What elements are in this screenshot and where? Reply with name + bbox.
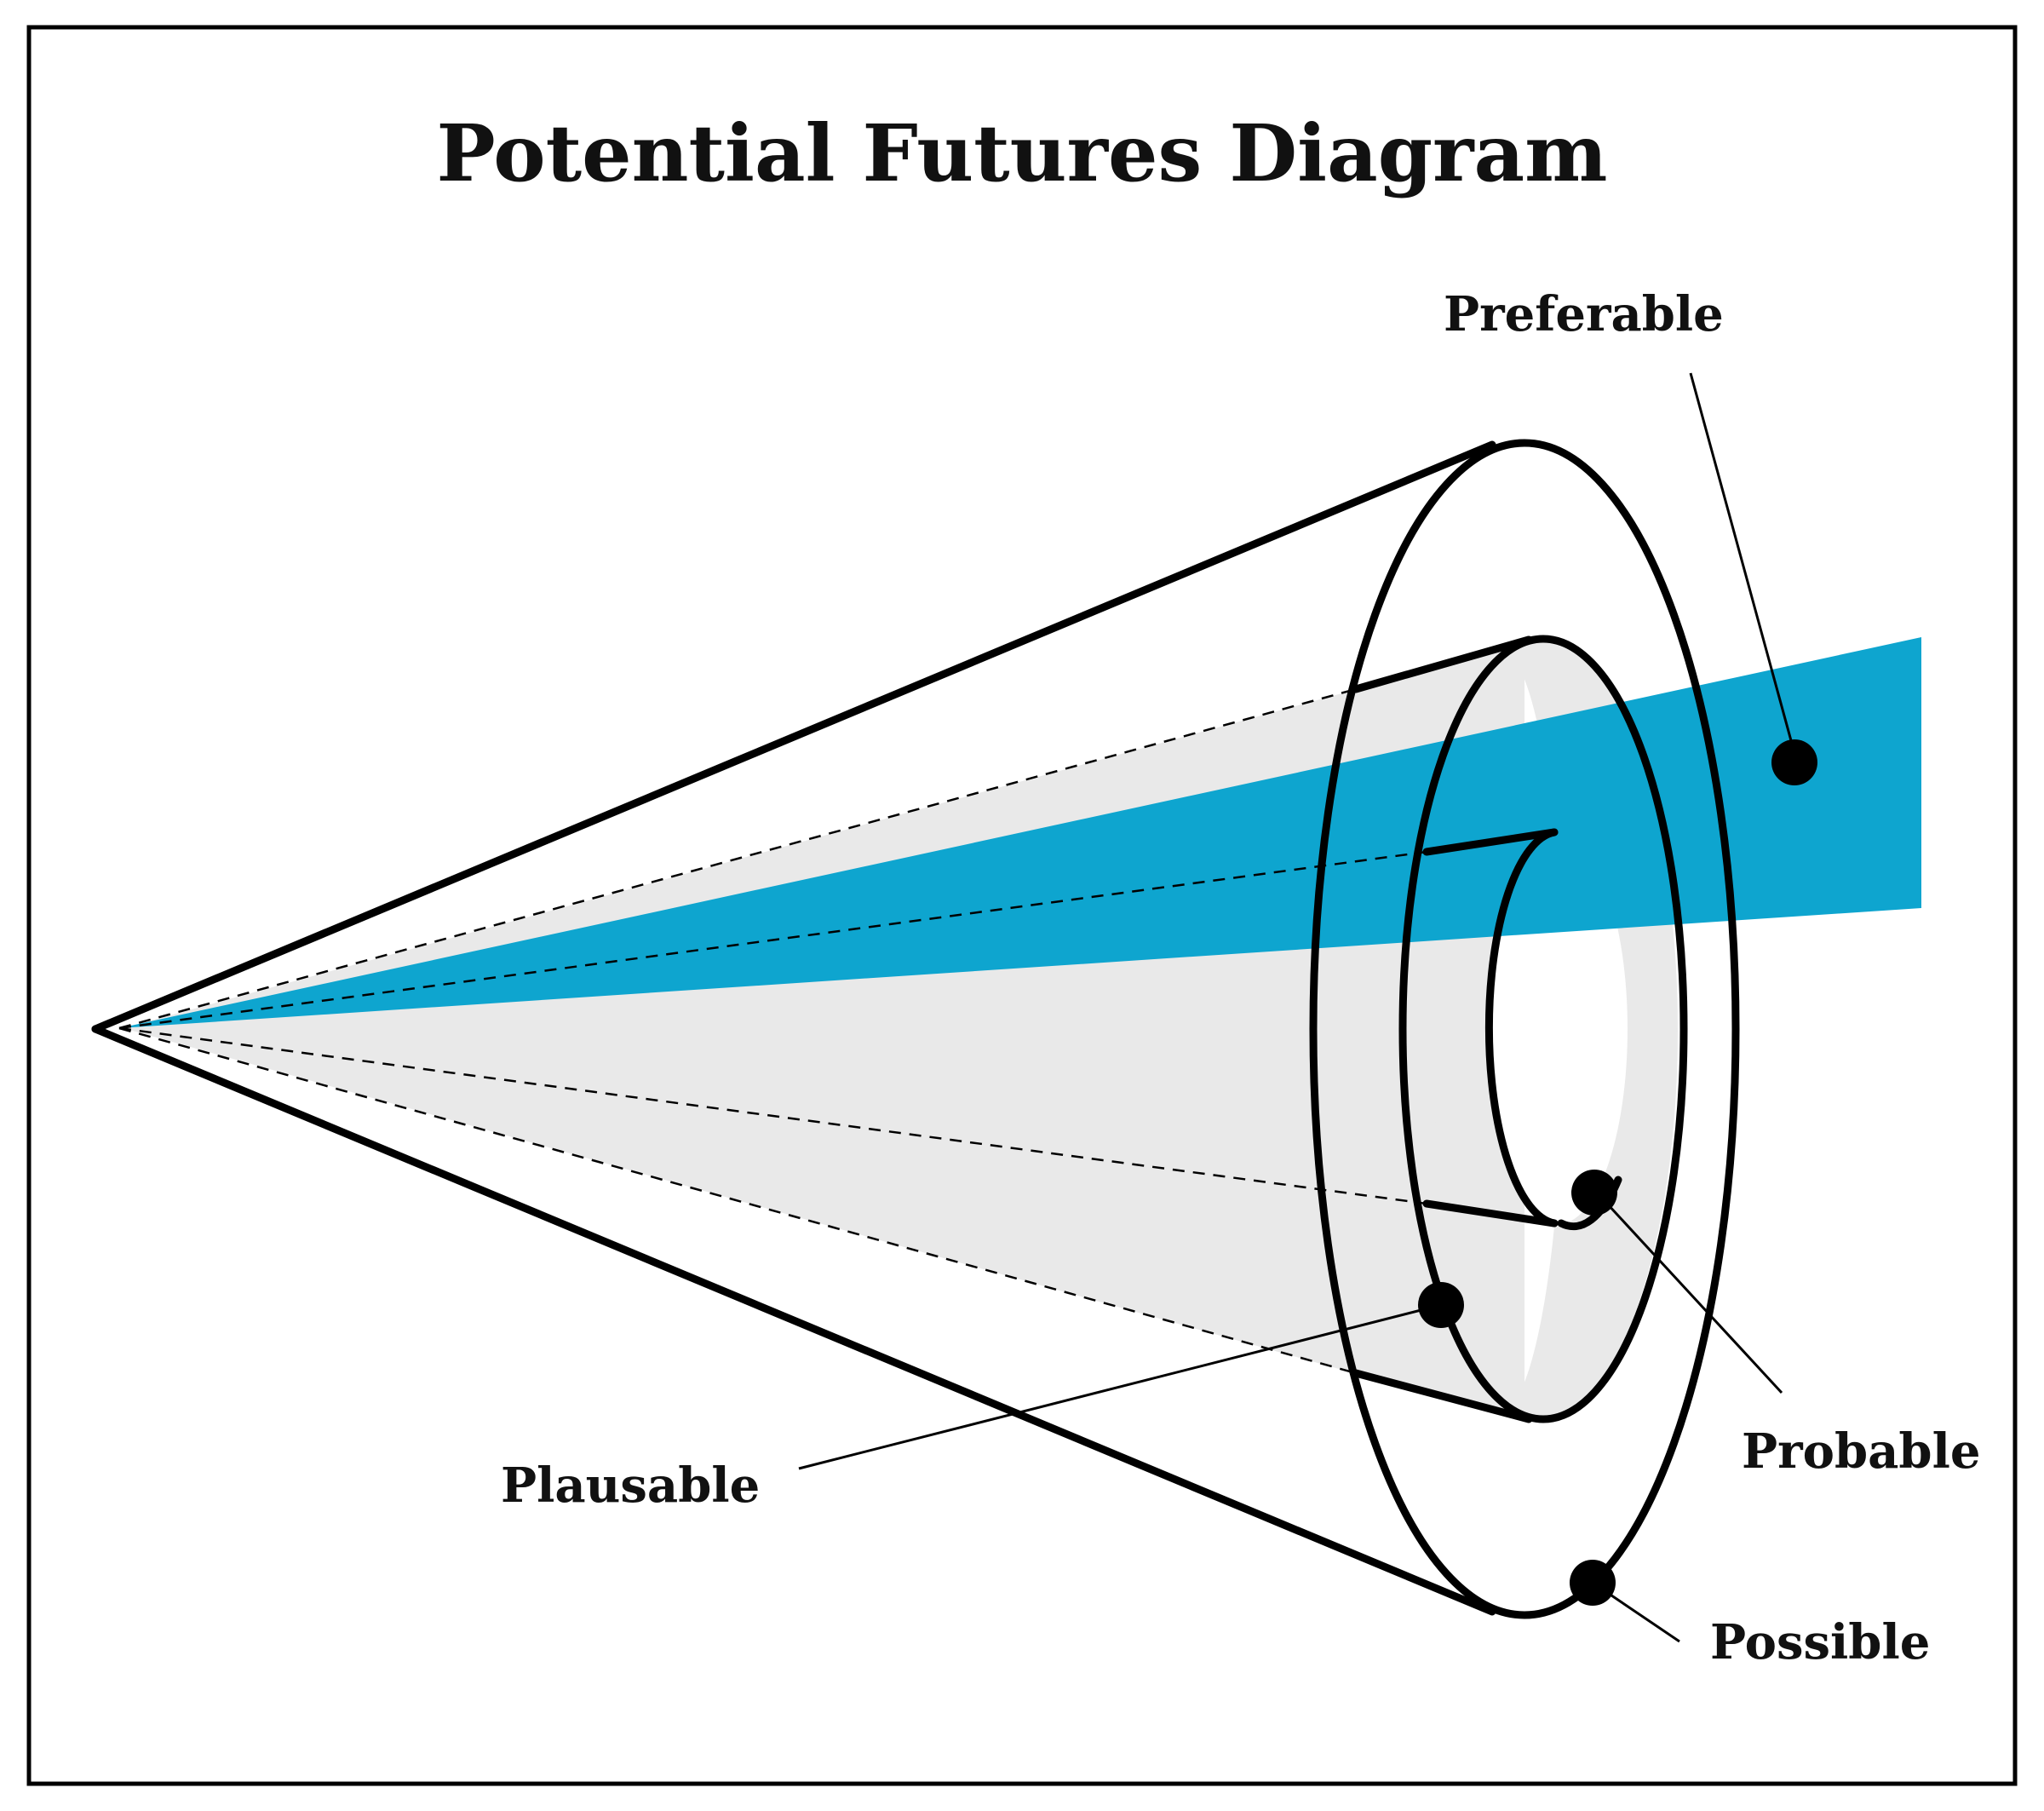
dashed-line-upper	[118, 687, 1357, 1030]
probable-dot	[1571, 1170, 1617, 1216]
possible-cone	[91, 439, 1740, 1619]
dashed-guide-lines	[118, 687, 1427, 1375]
label-possible: Possible	[1710, 1614, 1930, 1670]
probable-leader	[1595, 1191, 1783, 1394]
plausible-edge-top	[1352, 635, 1533, 693]
marker-dots	[1418, 739, 1817, 1606]
diagram-frame	[26, 25, 2018, 1786]
plausable-dot	[1418, 1282, 1464, 1328]
cone-edge-bottom	[91, 1025, 1496, 1616]
plausible-ellipse	[1398, 635, 1688, 1423]
cone-edge-top	[91, 440, 1496, 1033]
probable-edge-top	[1422, 828, 1559, 856]
probable-edge-bottom	[1422, 1199, 1559, 1227]
dashed-line-mid-lower	[118, 1026, 1427, 1205]
preferable-beam	[119, 637, 1921, 1028]
label-preferable: Preferable	[1444, 286, 1724, 342]
label-plausable: Plausable	[501, 1457, 760, 1514]
probable-cylinder	[1422, 828, 1622, 1231]
preferable-dot	[1771, 739, 1817, 785]
callout-lines	[798, 372, 1799, 1643]
possible-dot	[1570, 1560, 1616, 1606]
plausible-edge-bottom	[1352, 1369, 1533, 1423]
label-probable: Probable	[1742, 1423, 1980, 1480]
dashed-line-mid-upper	[118, 850, 1427, 1030]
probable-ellipse-left	[1484, 828, 1559, 1227]
diagram-title: Potential Futures Diagram	[437, 107, 1608, 199]
possible-ellipse	[1309, 439, 1740, 1619]
plausible-cylinder	[1352, 635, 1688, 1423]
dashed-line-lower	[118, 1026, 1357, 1375]
preferable-leader	[1689, 372, 1799, 763]
plausable-leader	[798, 1303, 1442, 1470]
